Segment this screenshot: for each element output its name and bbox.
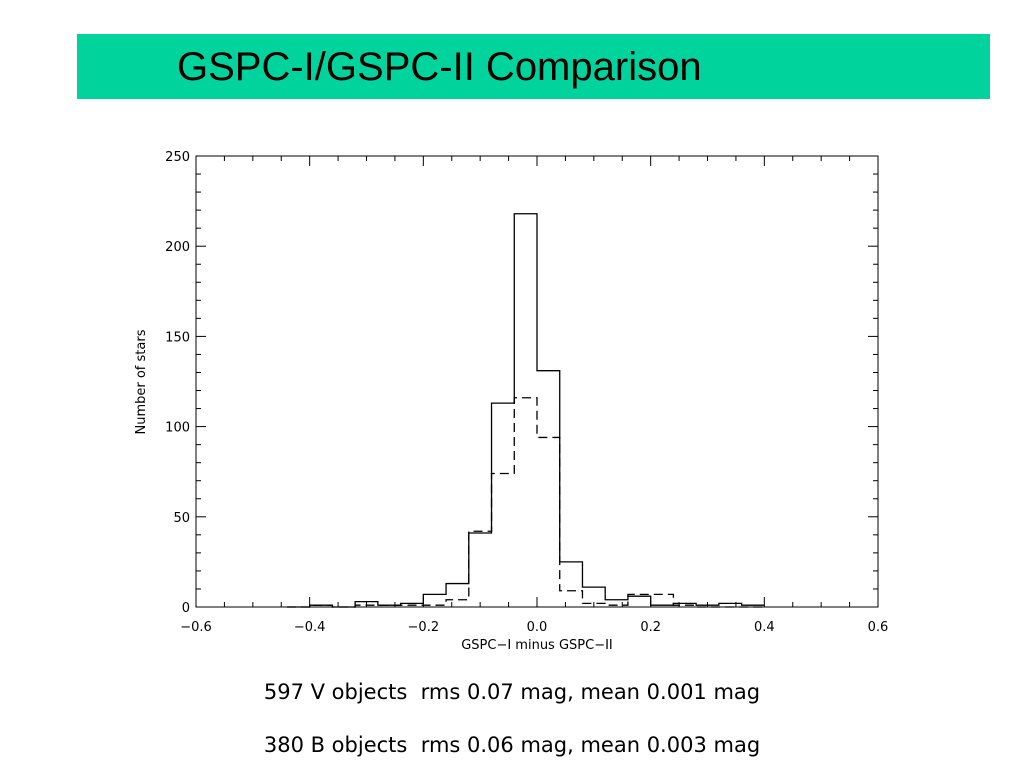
y-tick-label: 150 [165,330,190,345]
slide-title: GSPC-I/GSPC-II Comparison [177,45,702,89]
y-tick-label: 200 [165,240,190,255]
x-tick-labels: −0.6 −0.4 −0.2 0.0 0.2 0.4 0.6 [180,620,888,635]
x-axis-label: GSPC−I minus GSPC−II [461,638,613,653]
histogram-dashed-series [286,397,765,608]
y-tick-label: 250 [165,150,190,165]
x-tick-label: 0.6 [868,620,889,635]
y-tick-label: 0 [182,601,190,616]
x-tick-label: −0.6 [180,620,212,635]
y-tick-labels: 0 50 100 150 200 250 [165,150,190,616]
axis-ticks [195,155,879,608]
title-bar: GSPC-I/GSPC-II Comparison [77,34,990,99]
x-tick-label: −0.2 [408,620,440,635]
x-tick-label: 0.4 [754,620,775,635]
x-tick-label: 0.0 [527,620,548,635]
caption-v-objects: 597 V objects rms 0.07 mag, mean 0.001 m… [263,680,761,704]
y-axis-label: Number of stars [134,329,149,434]
y-tick-label: 100 [165,421,190,436]
caption-b-objects: 380 B objects rms 0.06 mag, mean 0.003 m… [263,733,761,757]
histogram-solid-series [286,213,765,608]
x-tick-label: −0.4 [294,620,326,635]
y-tick-label: 50 [173,511,190,526]
histogram-series [286,213,765,608]
x-tick-label: 0.2 [640,620,661,635]
